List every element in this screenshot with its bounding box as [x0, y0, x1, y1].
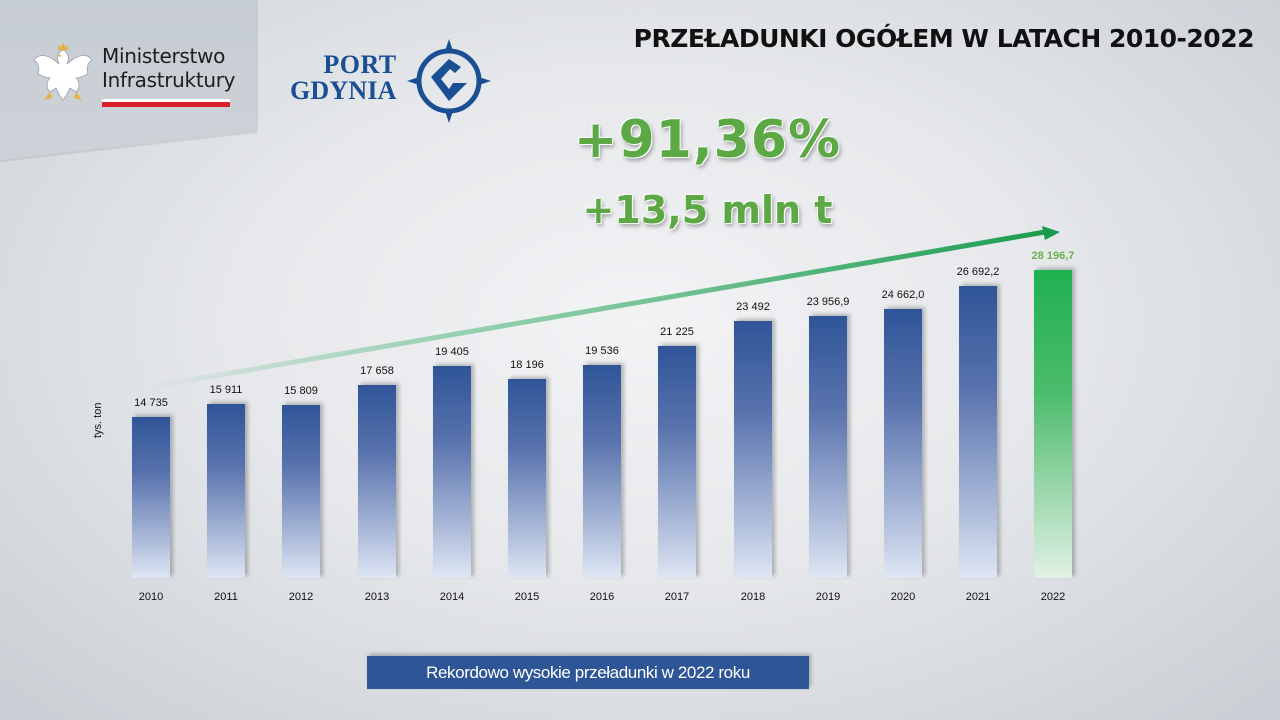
ministry-name-line2: Infrastruktury — [102, 68, 236, 92]
x-axis-tick-label: 2016 — [589, 591, 615, 603]
absolute-growth-headline: +13,5 mln t — [582, 188, 833, 232]
bar-2020 — [884, 309, 922, 578]
bar-value-label: 23 492 — [736, 301, 770, 313]
bar-2021 — [959, 286, 997, 578]
ministry-name: Ministerstwo Infrastruktury — [102, 44, 236, 92]
bar-2012 — [282, 405, 320, 578]
bar-value-label: 15 809 — [284, 385, 318, 397]
x-axis-tick-label: 2014 — [439, 591, 465, 603]
x-axis-tick-label: 2019 — [815, 591, 841, 603]
bar-value-label: 19 536 — [585, 345, 619, 357]
bar-2010 — [132, 417, 170, 578]
bar-2014 — [433, 366, 471, 578]
x-axis-tick-label: 2015 — [514, 591, 540, 603]
x-axis-tick-label: 2017 — [664, 591, 690, 603]
bar-2013 — [358, 385, 396, 578]
bar-value-label: 15 911 — [209, 384, 243, 396]
bar-2019 — [809, 316, 847, 578]
port-wordmark-line1: PORT — [323, 50, 397, 79]
bar-2018 — [734, 321, 772, 578]
bar-value-label: 23 956,9 — [806, 296, 850, 308]
bar-2016 — [583, 365, 621, 578]
port-gdynia-compass-logo-icon — [407, 39, 491, 123]
bar-value-label: 28 196,7 — [1031, 250, 1075, 262]
x-axis-tick-label: 2020 — [890, 591, 916, 603]
bar-2022 — [1034, 270, 1072, 578]
polish-eagle-emblem-icon — [33, 43, 93, 101]
bar-value-label: 24 662,0 — [881, 289, 925, 301]
bar-value-label: 21 225 — [660, 326, 694, 338]
page-title: PRZEŁADUNKI OGÓŁEM W LATACH 2010-2022 — [633, 24, 1255, 53]
percent-growth-headline: +91,36% — [573, 110, 842, 170]
x-axis-tick-label: 2012 — [288, 591, 314, 603]
bar-value-label: 14 735 — [134, 397, 168, 409]
logo-panel — [0, 0, 255, 160]
bar-value-label: 17 658 — [360, 365, 394, 377]
x-axis-tick-label: 2013 — [364, 591, 390, 603]
port-wordmark-line2: GDYNIA — [290, 76, 397, 105]
bar-2011 — [207, 404, 245, 578]
bar-2015 — [508, 379, 546, 578]
port-gdynia-wordmark: PORT GDYNIA — [290, 52, 397, 104]
x-axis-tick-label: 2022 — [1040, 591, 1066, 603]
x-axis-tick-label: 2021 — [965, 591, 991, 603]
x-axis-tick-label: 2018 — [740, 591, 766, 603]
bar-value-label: 18 196 — [510, 359, 544, 371]
bar-value-label: 26 692,2 — [956, 266, 1000, 278]
footer-note-banner: Rekordowo wysokie przeładunki w 2022 rok… — [367, 656, 809, 689]
ministry-name-line1: Ministerstwo — [102, 44, 226, 68]
polish-flag-bar — [102, 99, 230, 107]
x-axis-tick-label: 2011 — [214, 591, 238, 603]
x-axis-tick-label: 2010 — [138, 591, 164, 603]
bar-value-label: 19 405 — [435, 346, 469, 358]
bar-2017 — [658, 346, 696, 578]
